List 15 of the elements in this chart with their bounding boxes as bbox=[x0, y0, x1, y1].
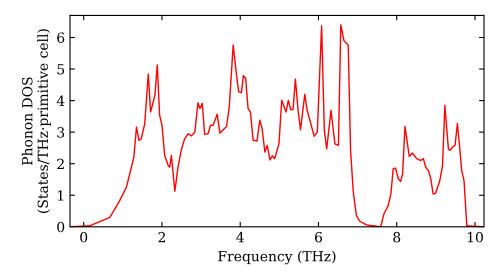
y-tick-label: 6 bbox=[57, 32, 64, 43]
y-tick-label: 3 bbox=[57, 127, 64, 138]
x-tick-label: 8 bbox=[393, 232, 400, 242]
x-tick-label: 6 bbox=[314, 232, 322, 242]
x-tick-label: 0 bbox=[80, 232, 88, 242]
y-axis-title: Phonon DOS (States/THz·primitive cell) bbox=[22, 29, 51, 213]
x-tick-label: 2 bbox=[158, 232, 166, 242]
y-tick-label: 2 bbox=[57, 158, 64, 169]
x-tick-label: 4 bbox=[236, 232, 244, 242]
y-tick-label: 0 bbox=[57, 222, 64, 232]
y-tick-label: 4 bbox=[56, 96, 64, 106]
x-axis-title: Frequency (THz) bbox=[218, 250, 336, 264]
y-tick-label: 5 bbox=[57, 64, 64, 75]
y-tick-label: 1 bbox=[58, 190, 64, 201]
x-tick-label: 10 bbox=[468, 232, 483, 242]
